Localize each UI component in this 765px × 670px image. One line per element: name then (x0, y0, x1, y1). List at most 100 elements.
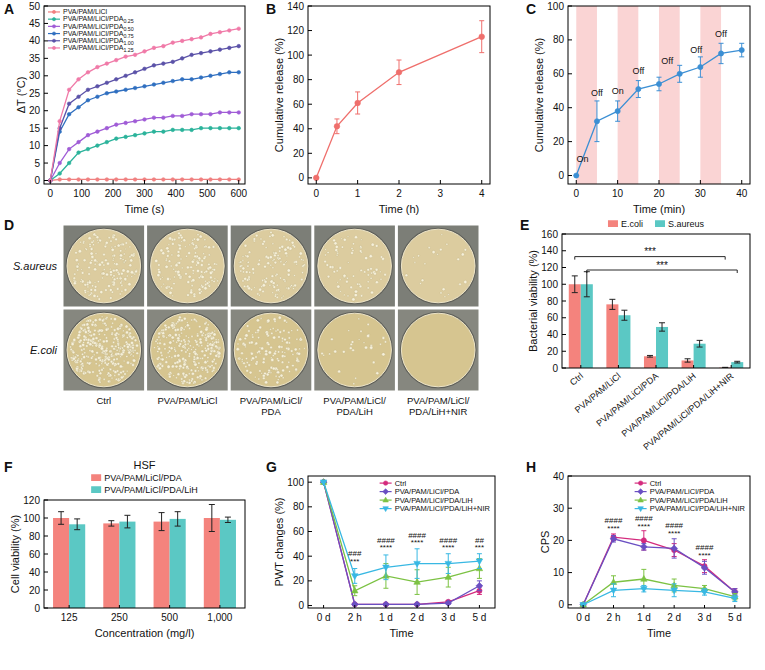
colony (91, 350, 94, 353)
x-tick-label: 2 h (607, 612, 621, 623)
dish-rim (400, 312, 477, 389)
colony (371, 272, 373, 274)
colony (118, 378, 120, 380)
colony (158, 264, 161, 267)
data-point (143, 50, 147, 54)
colony (73, 355, 75, 357)
colony (282, 377, 284, 379)
series-line (576, 50, 741, 175)
data-point (701, 564, 708, 571)
colony (120, 376, 123, 379)
colony (249, 371, 252, 374)
colony (181, 267, 183, 269)
colony (198, 362, 200, 364)
data-point (227, 111, 231, 115)
y-tick-label: 60 (547, 312, 559, 323)
colony (132, 359, 135, 362)
x-tick (144, 180, 145, 184)
colony (178, 261, 181, 264)
colony (83, 342, 85, 344)
y-tick-label: 20 (553, 535, 565, 546)
colony (89, 261, 92, 264)
colony (109, 268, 111, 270)
y-tick-label: 100 (287, 50, 304, 61)
error-bar (352, 569, 357, 584)
plot-frame (44, 6, 245, 184)
x-tick (69, 605, 70, 608)
colony (112, 341, 114, 343)
legend: PVA/PAM/LiCl/PDAPVA/PAM/LiCl/PDA/LiH (91, 473, 198, 495)
data-point (209, 50, 213, 54)
panel-line-chart: 020406080100120140Cumulative release (%)… (273, 1, 490, 216)
colony (129, 349, 131, 351)
x-tick (448, 605, 449, 608)
colony (245, 358, 247, 360)
colony (87, 320, 89, 322)
colony (268, 351, 271, 354)
x-tick-label: 2 h (348, 612, 362, 623)
colony (71, 343, 74, 346)
colony (254, 376, 256, 378)
annotation: On (612, 86, 624, 96)
data-point (656, 81, 661, 86)
y-tick (44, 128, 48, 129)
colony (281, 337, 283, 339)
colony (119, 254, 122, 257)
y-tick-label: 60 (553, 68, 565, 79)
colony (193, 238, 195, 240)
colony (281, 245, 284, 248)
legend-label: PVA/PAM/LiCl (63, 8, 108, 15)
colony (370, 267, 373, 270)
y-tick (562, 334, 566, 335)
legend-label-main: PVA/PAM/LiCl/PDA (63, 44, 124, 51)
annotation: Off (661, 56, 673, 66)
colony (218, 347, 221, 350)
colony (107, 358, 110, 361)
colony (74, 273, 76, 275)
y-tick (44, 518, 48, 519)
colony (303, 264, 305, 266)
colony (249, 271, 251, 273)
colony (300, 337, 302, 339)
colony (193, 382, 195, 384)
y-tick (308, 104, 312, 105)
colony (168, 346, 170, 348)
colony (187, 281, 190, 284)
colony (177, 354, 180, 357)
colony (246, 362, 248, 364)
colony (248, 251, 251, 254)
colony (439, 248, 442, 251)
colony (168, 335, 170, 337)
colony (135, 270, 138, 273)
colony (459, 283, 461, 285)
dish (318, 229, 392, 303)
colony (99, 329, 102, 332)
colony (123, 253, 125, 255)
colony (88, 281, 91, 284)
data-point (124, 178, 128, 182)
colony (348, 330, 350, 332)
colony (77, 269, 79, 271)
y-tick (44, 572, 48, 573)
colony (188, 373, 190, 375)
colony (122, 269, 125, 272)
colony (217, 280, 219, 282)
colony (76, 361, 79, 364)
colony (350, 286, 353, 289)
y-tick (308, 605, 312, 606)
error-bar (621, 310, 627, 320)
colony (110, 318, 112, 320)
x-tick (323, 605, 324, 608)
colony (298, 360, 300, 362)
y-tick (568, 175, 572, 176)
y-tick (44, 110, 48, 111)
colony (374, 272, 377, 275)
colony (113, 355, 115, 357)
plot-frame (308, 476, 495, 608)
x-tick (576, 180, 577, 184)
colony (106, 316, 108, 318)
colony (101, 316, 103, 318)
data-point (114, 77, 118, 81)
error-bar (659, 323, 665, 331)
legend-label: PVA/PAM/LiCl/PDA/LiH+NIR (395, 504, 491, 513)
